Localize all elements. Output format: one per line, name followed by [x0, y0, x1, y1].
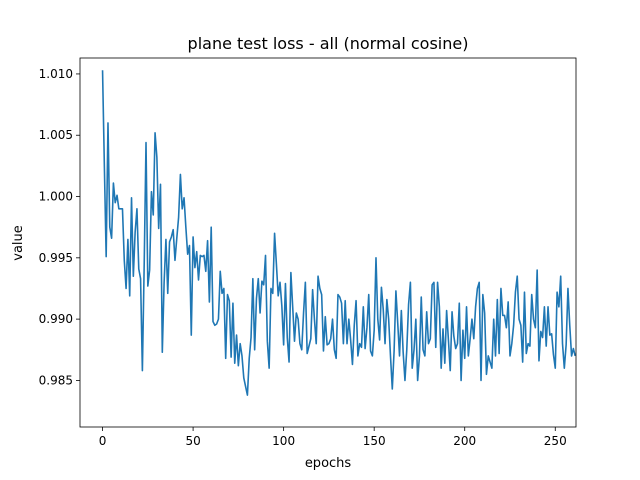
x-tick-label: 250 — [544, 434, 567, 448]
x-tick-label: 0 — [99, 434, 107, 448]
plot-area — [101, 70, 576, 396]
y-tick-label: 1.010 — [39, 67, 73, 81]
y-tick-label: 0.985 — [39, 373, 73, 387]
x-axis: 0 50 100 150 200 250 — [99, 427, 567, 448]
y-tick-label: 1.005 — [39, 128, 73, 142]
x-tick-label: 200 — [453, 434, 476, 448]
y-tick-label: 0.990 — [39, 312, 73, 326]
y-axis-label: value — [11, 225, 26, 261]
y-axis: 0.985 0.990 0.995 1.000 1.005 1.010 — [39, 67, 80, 387]
x-axis-label: epochs — [305, 456, 352, 471]
series-line-0 — [101, 70, 576, 396]
x-tick-label: 150 — [363, 434, 386, 448]
chart-title: plane test loss - all (normal cosine) — [188, 34, 469, 53]
y-tick-label: 1.000 — [39, 190, 73, 204]
x-tick-label: 50 — [185, 434, 200, 448]
axes-frame — [79, 57, 577, 428]
x-tick-label: 100 — [272, 434, 295, 448]
y-tick-label: 0.995 — [39, 251, 73, 265]
